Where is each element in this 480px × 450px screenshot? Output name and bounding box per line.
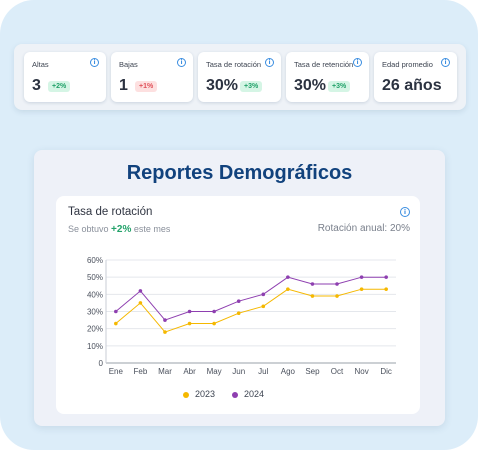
data-point-2024: [138, 289, 143, 293]
legend-item-2024[interactable]: 2024: [232, 389, 264, 399]
x-tick-label: Nov: [354, 367, 368, 376]
kpi-title: Edad promedio: [382, 60, 433, 69]
subtitle-delta: +2%: [111, 224, 132, 235]
x-tick-label: Dic: [380, 367, 392, 376]
data-point-2023: [163, 330, 167, 334]
y-tick-label: 10%: [87, 342, 103, 351]
kpi-card-tasa-retencion[interactable]: Tasa de retención i 30% +3%: [286, 52, 369, 102]
data-point-2024: [261, 292, 266, 297]
x-tick-label: Jun: [232, 367, 245, 376]
info-icon[interactable]: i: [265, 58, 274, 67]
kpi-card-tasa-rotacion[interactable]: Tasa de rotación i 30% +3%: [198, 52, 281, 102]
kpi-title: Tasa de rotación: [206, 60, 262, 69]
x-tick-label: Abr: [183, 367, 196, 376]
legend-label: 2023: [195, 389, 216, 399]
x-tick-label: May: [207, 367, 222, 376]
rotation-line-chart: 0 10% 20% 30% 40% 50% 60% Ene Feb Mar Abr May Jun Jul…: [87, 256, 396, 376]
report-title: Reportes Demográficos: [126, 162, 353, 184]
x-tick-label: Oct: [331, 367, 344, 376]
legend-item-2023[interactable]: 2023: [183, 389, 215, 399]
kpi-badge: +3%: [328, 81, 351, 92]
data-point-2023: [335, 294, 339, 298]
y-tick-label: 20%: [87, 325, 103, 334]
kpi-strip: Altas i 3 +2% Bajas i 1 +1% Tasa de rota…: [14, 44, 466, 110]
chart-panel: 0 10% 20% 30% 40% 50% 60% Ene Feb Mar Abr May Jun Jul…: [56, 196, 420, 414]
x-tick-label: Ago: [281, 367, 296, 376]
annual-rotation: Rotación anual: 20%: [317, 223, 410, 234]
y-tick-label: 40%: [87, 290, 103, 299]
data-point-2023: [310, 294, 315, 298]
data-point-2024: [187, 309, 192, 314]
kpi-title: Tasa de retención: [294, 60, 354, 69]
info-icon[interactable]: i: [90, 58, 99, 67]
kpi-card-bajas[interactable]: Bajas i 1 +1%: [111, 52, 193, 102]
data-point-2024: [114, 309, 118, 314]
y-tick-label: 30%: [87, 308, 103, 317]
report-card: Reportes Demográficos 0 10% 20% 30% 40% 50% 60…: [34, 150, 445, 426]
data-point-2024: [384, 275, 388, 279]
data-point-2024: [236, 299, 241, 303]
data-point-2023: [114, 321, 118, 326]
chart-subtitle: Se obtuvo +2% este mes: [68, 224, 170, 235]
kpi-title: Bajas: [119, 60, 138, 69]
data-point-2024: [310, 282, 315, 286]
data-point-2023: [261, 304, 266, 309]
y-tick-label: 50%: [87, 273, 103, 282]
x-tick-label: Ene: [109, 367, 124, 376]
series-line-2024: [115, 276, 387, 321]
y-tick-label: 60%: [87, 256, 103, 265]
data-point-2024: [359, 275, 364, 279]
kpi-badge: +3%: [240, 81, 263, 92]
data-point-2023: [187, 321, 192, 326]
x-tick-label: Mar: [158, 367, 172, 376]
kpi-value: 30%: [294, 77, 327, 94]
x-tick-label: Feb: [134, 367, 148, 376]
kpi-value: 26 años: [382, 77, 442, 94]
data-point-2024: [212, 309, 216, 314]
info-icon[interactable]: i: [177, 58, 186, 67]
legend-label: 2024: [244, 389, 265, 399]
series-line-2023: [115, 288, 387, 333]
x-tick-label: Sep: [305, 367, 320, 376]
kpi-title: Altas: [32, 60, 49, 69]
y-tick-label: 0: [99, 359, 104, 368]
info-icon[interactable]: i: [441, 58, 450, 67]
x-tick-label: Jul: [258, 367, 268, 376]
subtitle-prefix: Se obtuvo: [68, 224, 109, 234]
data-point-2023: [384, 287, 388, 291]
data-point-2023: [359, 287, 364, 291]
info-icon[interactable]: i: [400, 207, 410, 217]
data-point-2023: [138, 301, 143, 305]
chart-title: Tasa de rotación: [68, 206, 153, 218]
subtitle-suffix: este mes: [133, 224, 171, 234]
kpi-card-altas[interactable]: Altas i 3 +2%: [24, 52, 106, 102]
data-point-2023: [286, 287, 290, 291]
legend-dot: [232, 391, 238, 398]
kpi-value: 3: [32, 77, 41, 94]
kpi-card-edad-promedio[interactable]: Edad promedio i 26 años: [374, 52, 457, 102]
kpi-value: 1: [119, 77, 128, 94]
data-point-2024: [286, 275, 290, 279]
kpi-value: 30%: [206, 77, 239, 94]
data-point-2024: [163, 318, 167, 322]
kpi-badge: +1%: [135, 81, 158, 92]
data-point-2024: [335, 282, 339, 286]
data-point-2023: [212, 321, 216, 326]
data-point-2023: [236, 311, 241, 316]
legend-dot: [183, 391, 189, 398]
kpi-badge: +2%: [48, 81, 71, 92]
info-icon[interactable]: i: [353, 58, 362, 67]
